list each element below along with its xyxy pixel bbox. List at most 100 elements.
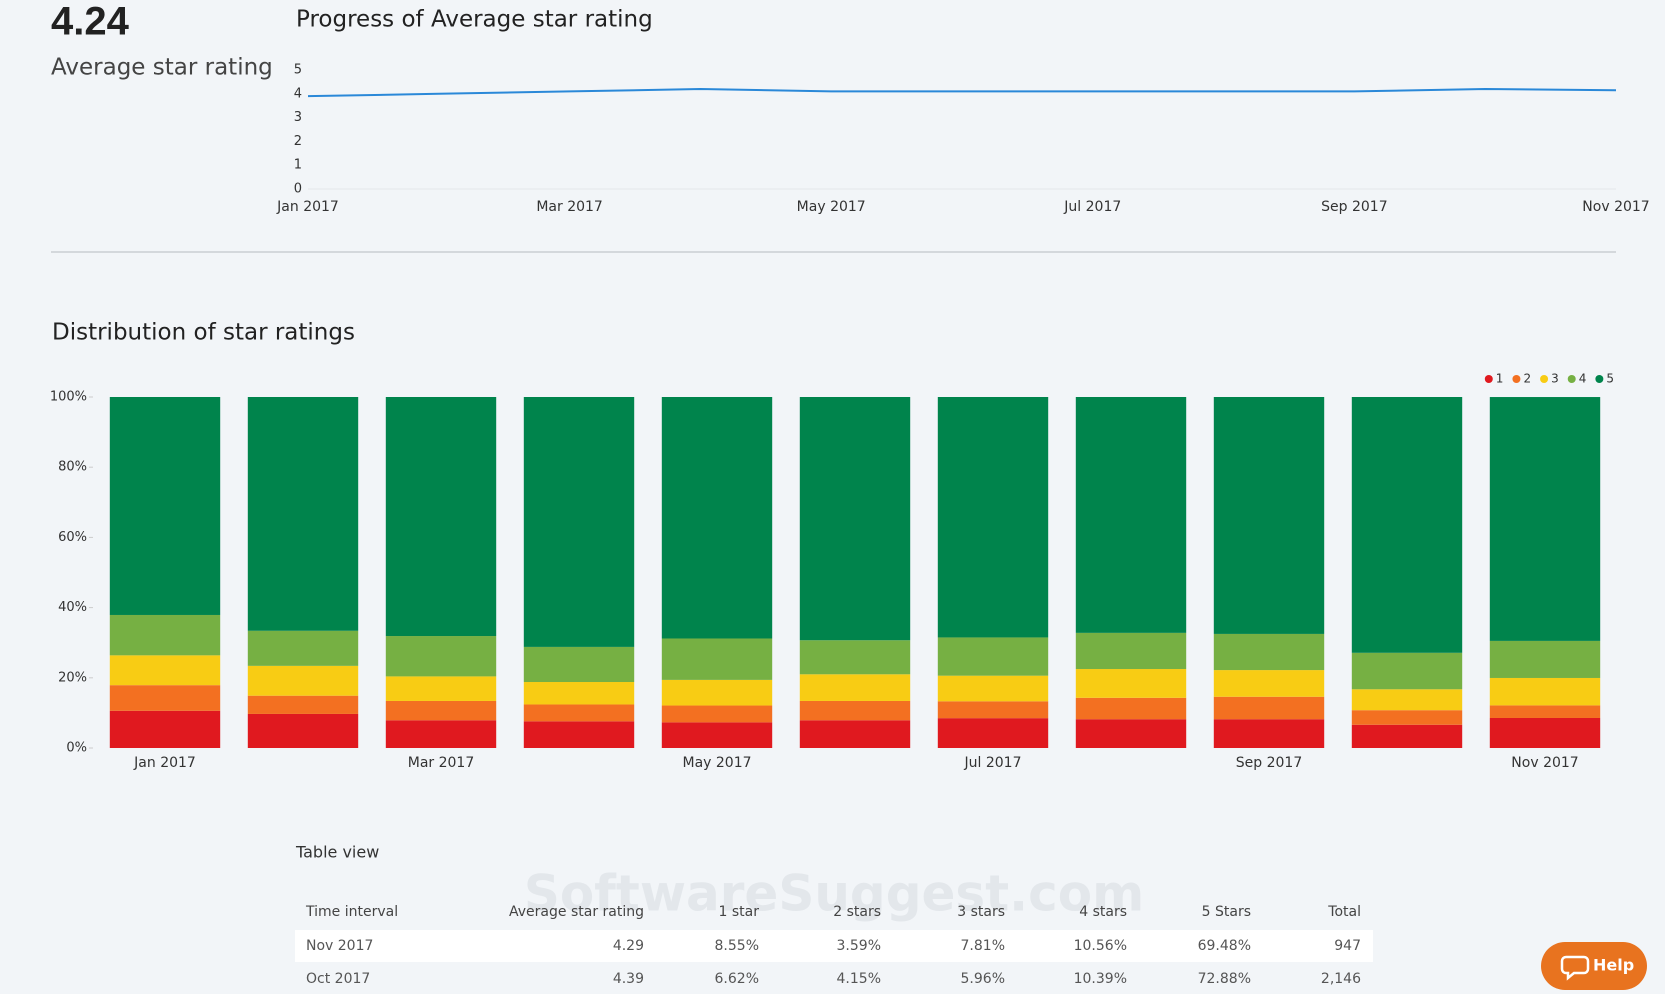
summary-value: 4.24: [51, 0, 130, 44]
bar-segment: [1351, 724, 1463, 748]
bar-segment: [109, 397, 221, 615]
table-header: Average star rating: [509, 904, 644, 920]
bar-segment: [661, 705, 773, 723]
bar-segment: [937, 675, 1049, 702]
legend-swatch: [1595, 375, 1604, 383]
table-cell: 3.59%: [837, 938, 881, 954]
bar-segment: [1351, 710, 1463, 725]
bar-segment: [247, 630, 359, 666]
table-header: 1 star: [719, 904, 760, 920]
table-cell: 947: [1334, 938, 1361, 954]
table-row-bg: [295, 930, 1373, 962]
bar-segment: [799, 397, 911, 641]
x-tick-label: Jan 2017: [133, 755, 196, 771]
bar-segment: [1351, 397, 1463, 653]
line: [307, 88, 1617, 98]
x-tick-label: Mar 2017: [536, 199, 603, 215]
bar-segment: [1489, 677, 1601, 706]
table-cell: 10.39%: [1074, 971, 1127, 987]
bar-segment: [937, 718, 1049, 748]
x-tick-label: Nov 2017: [1582, 199, 1649, 215]
table-cell: 4.15%: [837, 971, 881, 987]
x-tick-label: Jul 2017: [1063, 199, 1121, 215]
bar-segment: [1075, 669, 1187, 698]
help-icon[interactable]: [1560, 955, 1590, 981]
bar-segment: [385, 397, 497, 637]
legend-swatch: [1567, 375, 1576, 383]
bar-segment: [1213, 397, 1325, 634]
table-cell: 4.29: [613, 938, 644, 954]
bar-segment: [247, 665, 359, 696]
bar-segment: [937, 397, 1049, 638]
x-tick-label: Sep 2017: [1236, 755, 1302, 771]
bar-segment: [661, 679, 773, 706]
table-cell: 4.39: [613, 971, 644, 987]
y-tick-label: 0%: [66, 741, 87, 756]
table-title: Table view: [295, 843, 379, 862]
bar-segment: [1075, 697, 1187, 720]
table-cell: 69.48%: [1198, 938, 1251, 954]
bar-segment: [523, 682, 635, 705]
table-cell: 72.88%: [1198, 971, 1251, 987]
bar-segment: [385, 720, 497, 748]
bar-segment: [1489, 705, 1601, 718]
bar-segment: [1213, 696, 1325, 720]
legend-label: 3: [1551, 372, 1559, 386]
bar-segment: [1351, 689, 1463, 711]
y-tick-label: 5: [294, 63, 302, 78]
bar-segment: [109, 710, 221, 748]
bar-segment: [799, 720, 911, 748]
x-tick-label: Mar 2017: [408, 755, 475, 771]
bar-segment: [661, 397, 773, 639]
bar-segment: [109, 614, 221, 656]
legend-label: 4: [1579, 372, 1587, 386]
y-tick-label: 100%: [50, 390, 87, 405]
table-cell: Nov 2017: [306, 938, 373, 954]
bar-segment: [523, 721, 635, 748]
bar-segment: [385, 700, 497, 721]
legend-swatch: [1512, 375, 1521, 383]
legend-swatch: [1484, 375, 1493, 383]
bar-segment: [1075, 397, 1187, 633]
watermark: SoftwareSuggest.com: [524, 865, 1144, 923]
bar-segment: [937, 637, 1049, 676]
bar-segment: [1351, 652, 1463, 690]
bar-segment: [1075, 632, 1187, 670]
bar-segment: [109, 685, 221, 711]
x-tick-label: Nov 2017: [1511, 755, 1578, 771]
bar-segment: [523, 646, 635, 683]
bar-segment: [799, 640, 911, 675]
bar-segment: [1489, 640, 1601, 678]
table-header: Total: [1327, 904, 1361, 920]
legend-label: 1: [1496, 372, 1504, 386]
help-button[interactable]: Help: [1541, 942, 1647, 990]
line-chart-title: Progress of Average star rating: [296, 7, 653, 33]
table-header: Time interval: [305, 904, 398, 920]
x-tick-label: Jul 2017: [964, 755, 1022, 771]
summary-label: Average star rating: [51, 55, 273, 81]
table-cell: 6.62%: [715, 971, 759, 987]
bar-segment: [109, 655, 221, 686]
table-cell: 2,146: [1321, 971, 1361, 987]
bar-segment: [247, 397, 359, 631]
bar-segment: [799, 674, 911, 701]
legend-swatch: [1540, 375, 1549, 383]
table-header: 4 stars: [1079, 904, 1127, 920]
table-cell: Oct 2017: [306, 971, 370, 987]
table-cell: 7.81%: [961, 938, 1005, 954]
table-header: 5 Stars: [1202, 904, 1251, 920]
bar-segment: [1213, 670, 1325, 697]
table-cell: 10.56%: [1074, 938, 1127, 954]
bar-segment: [661, 722, 773, 748]
x-tick-label: May 2017: [682, 755, 751, 771]
table-header: 2 stars: [833, 904, 881, 920]
y-tick-label: 0: [294, 182, 302, 197]
bar-segment: [1213, 633, 1325, 671]
help-label[interactable]: Help: [1593, 956, 1634, 975]
bar-segment: [937, 701, 1049, 719]
bar-segment: [247, 713, 359, 748]
y-tick-label: 4: [294, 86, 302, 101]
y-tick-label: 40%: [58, 600, 87, 615]
y-tick-label: 1: [294, 158, 302, 173]
bar-segment: [1213, 719, 1325, 748]
